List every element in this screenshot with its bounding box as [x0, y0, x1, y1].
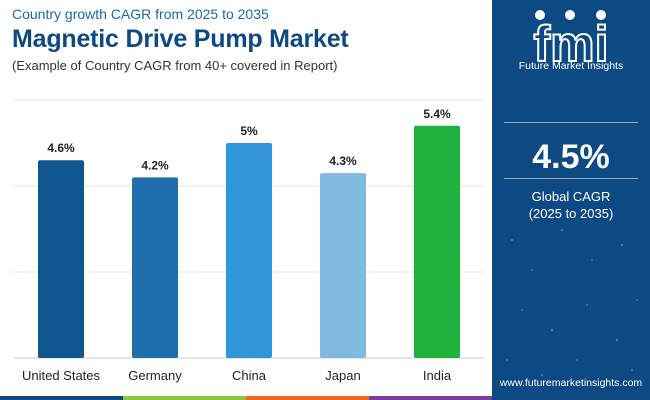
x-tick-label: Japan [325, 368, 360, 383]
footer-color-strip [0, 396, 492, 400]
website-url: www.futuremarketinsights.com [499, 377, 643, 389]
panel-divider-bottom [504, 178, 638, 179]
bar-united-states [38, 160, 84, 358]
x-tick-label: United States [22, 368, 101, 383]
chart-subtitle: (Example of Country CAGR from 40+ covere… [12, 58, 338, 73]
panel-divider-top [504, 122, 638, 123]
fmi-logo: fmi [533, 10, 610, 72]
bar-india [414, 125, 460, 358]
global-cagr-label: Global CAGR [531, 189, 611, 204]
bar-value-label: 4.2% [141, 158, 169, 172]
x-tick-label: Germany [128, 368, 182, 383]
global-cagr-period: (2025 to 2035) [528, 206, 614, 221]
bar-value-label: 5.4% [423, 107, 451, 121]
logo-company-name: Future Market Insights [518, 60, 624, 72]
dot-pattern-decoration [506, 228, 638, 382]
bar-china [226, 143, 272, 358]
chart-title: Magnetic Drive Pump Market [12, 25, 349, 53]
bar-japan [320, 173, 366, 358]
global-cagr-value: 4.5% [532, 138, 610, 176]
x-tick-label: India [423, 368, 452, 383]
footer-strip-orange [246, 396, 369, 400]
x-tick-label: China [232, 368, 267, 383]
footer-strip-blue [0, 396, 123, 400]
bar-value-label: 5% [240, 124, 258, 138]
footer-strip-green [123, 396, 246, 400]
footer-strip-purple [369, 396, 492, 400]
logo-letters: fmi [534, 16, 609, 72]
bar-value-label: 4.3% [329, 154, 357, 168]
bar-chart: 4.6% United States 4.2% Germany 5% China 4.3% J… [14, 99, 484, 383]
bar-germany [132, 177, 178, 358]
bar-value-label: 4.6% [47, 141, 75, 155]
chart-kicker: Country growth CAGR from 2025 to 2035 [12, 6, 269, 22]
summary-panel: fmi Future Market Insights 4.5% Global C… [492, 0, 650, 400]
